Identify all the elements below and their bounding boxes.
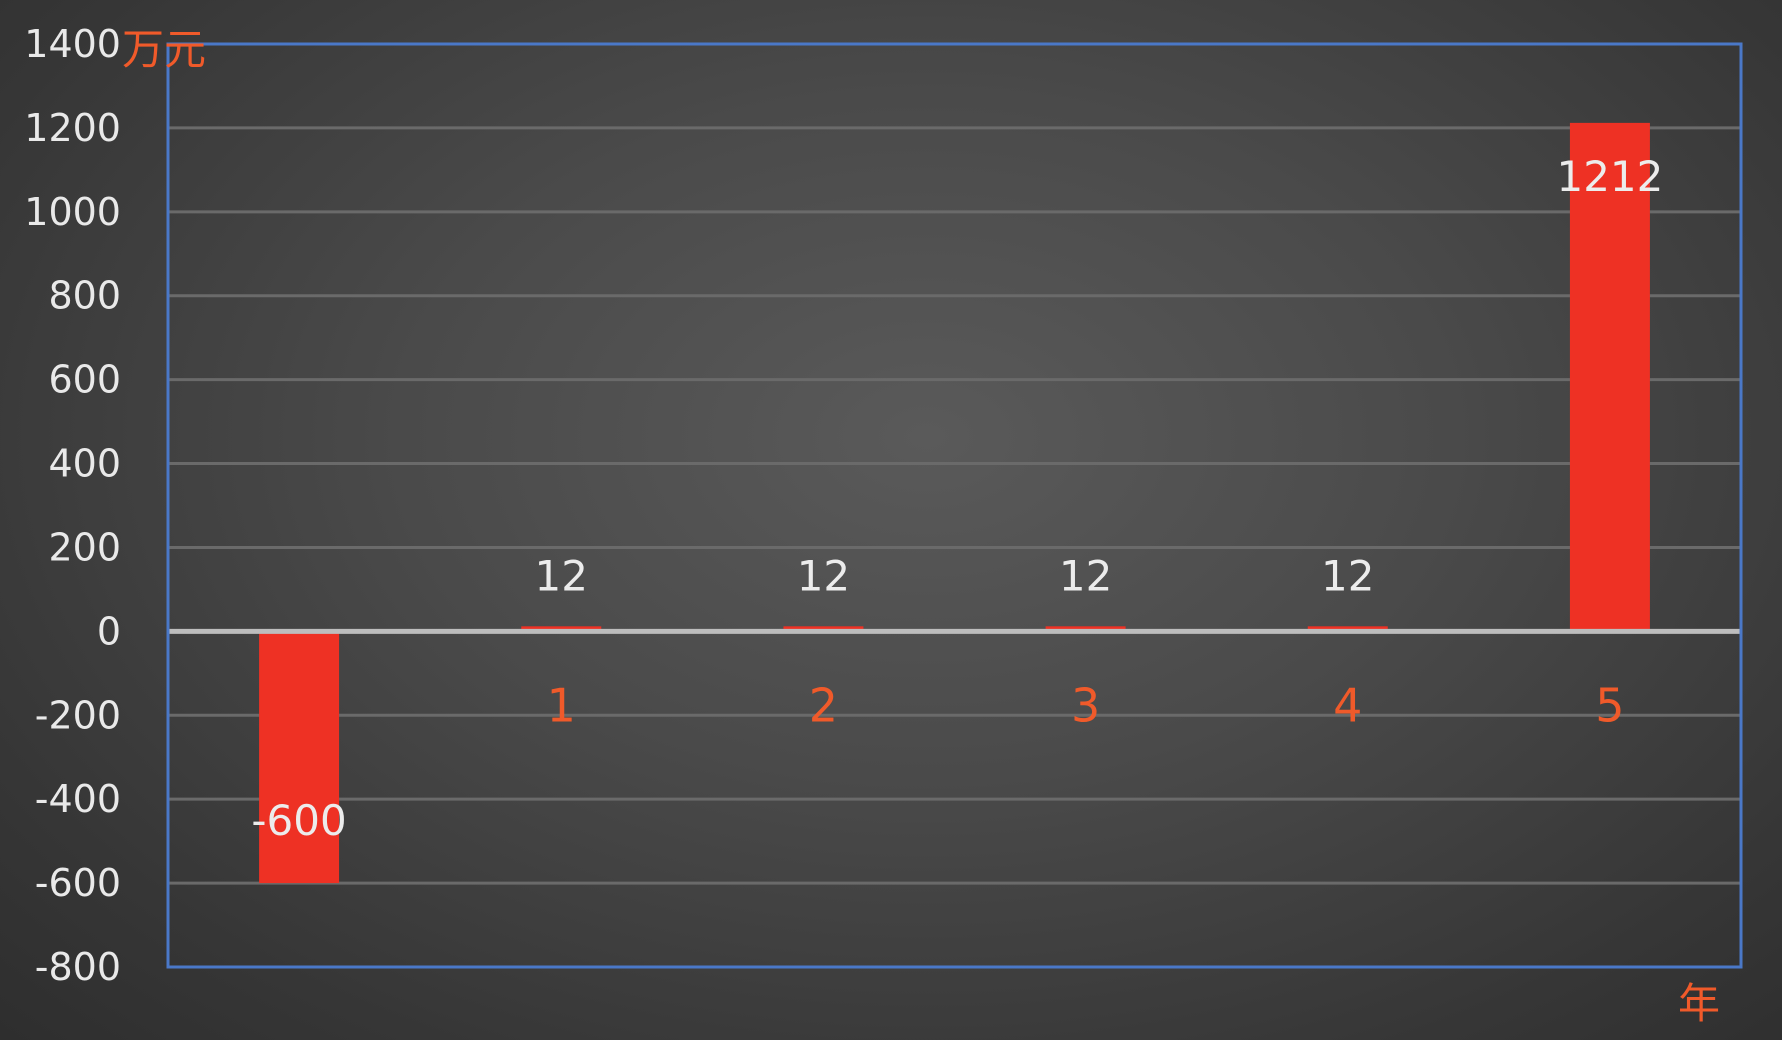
bar-1 — [521, 626, 602, 632]
y-tick-label: -800 — [35, 945, 121, 989]
x-category-label: 2 — [809, 678, 838, 732]
x-axis-categories: 1 2 3 4 5 — [547, 678, 1625, 732]
bar-3 — [1045, 626, 1126, 632]
data-label: -600 — [251, 796, 346, 845]
y-tick-label: -200 — [35, 693, 121, 737]
y-tick-label: 800 — [48, 274, 121, 318]
y-tick-label: 1000 — [24, 190, 121, 234]
bar-initial — [259, 631, 340, 884]
y-tick-label: 400 — [48, 442, 121, 486]
data-label: 12 — [1059, 551, 1112, 600]
x-category-label: 5 — [1595, 678, 1624, 732]
y-tick-label: 1400 — [24, 22, 121, 66]
y-tick-label: -400 — [35, 777, 121, 821]
bar-2 — [783, 626, 864, 632]
y-tick-label: 0 — [97, 609, 121, 653]
bar-5 — [1569, 122, 1650, 632]
data-label: 12 — [797, 551, 850, 600]
data-label: 12 — [535, 551, 588, 600]
y-tick-label: -600 — [35, 861, 121, 905]
y-axis-ticks: 1400 1200 1000 800 600 400 200 0 -200 -400 -600 -80… — [24, 22, 121, 989]
y-tick-label: 1200 — [24, 106, 121, 150]
x-category-label: 4 — [1333, 678, 1362, 732]
data-label: 1212 — [1556, 152, 1663, 201]
x-category-label: 1 — [547, 678, 576, 732]
y-tick-label: 600 — [48, 358, 121, 402]
bars — [259, 122, 1650, 884]
x-axis-unit-label: 年 — [1678, 979, 1720, 1028]
plot-area-frame — [166, 42, 1743, 969]
y-tick-label: 200 — [48, 525, 121, 569]
data-label: 12 — [1321, 551, 1374, 600]
bar-4 — [1307, 626, 1388, 632]
x-category-label: 3 — [1071, 678, 1100, 732]
y-axis-unit-label: 万元 — [122, 25, 206, 74]
gridlines — [168, 42, 1741, 969]
